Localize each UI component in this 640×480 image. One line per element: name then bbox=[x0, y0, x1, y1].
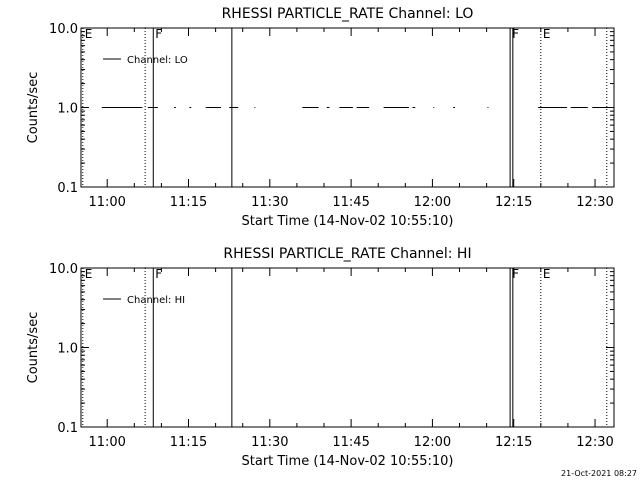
event-marker-label: E bbox=[85, 267, 93, 281]
x-tick-label: 11:45 bbox=[332, 435, 369, 450]
event-marker-label: F bbox=[155, 27, 162, 41]
legend-entry: Channel: HI bbox=[127, 295, 185, 306]
x-tick-label: 12:00 bbox=[414, 195, 451, 210]
x-tick-label: 12:30 bbox=[576, 195, 613, 210]
x-tick-label: 11:30 bbox=[251, 435, 288, 450]
plot-area-frame bbox=[80, 267, 615, 428]
x-tick-label: 11:00 bbox=[88, 195, 125, 210]
event-marker-label: E bbox=[543, 27, 551, 41]
x-tick-label: 12:00 bbox=[414, 435, 451, 450]
event-marker-label: F bbox=[512, 267, 519, 281]
x-tick-label: 11:15 bbox=[170, 195, 207, 210]
chart-title: RHESSI PARTICLE_RATE Channel: LO bbox=[222, 6, 474, 22]
y-tick-label: 0.1 bbox=[57, 181, 78, 196]
y-axis-label: Counts/sec bbox=[26, 72, 41, 144]
y-tick-label: 1.0 bbox=[57, 102, 78, 117]
y-tick-label: 0.1 bbox=[57, 421, 78, 436]
x-axis-label: Start Time (14-Nov-02 10:55:10) bbox=[242, 454, 454, 469]
x-tick-label: 12:15 bbox=[495, 435, 532, 450]
chart-title: RHESSI PARTICLE_RATE Channel: HI bbox=[223, 246, 471, 262]
legend-entry: Channel: LO bbox=[127, 55, 188, 66]
generation-timestamp: 21-Oct-2021 08:27 bbox=[561, 469, 637, 478]
x-axis-label: Start Time (14-Nov-02 10:55:10) bbox=[242, 214, 454, 229]
event-marker-label: F bbox=[155, 267, 162, 281]
y-tick-label: 10.0 bbox=[49, 22, 78, 37]
x-tick-label: 12:30 bbox=[576, 435, 613, 450]
x-tick-label: 11:45 bbox=[332, 195, 369, 210]
chart-panel-hi: RHESSI PARTICLE_RATE Channel: HI 0.1 1.0 10… bbox=[26, 246, 615, 469]
event-marker-label: E bbox=[85, 27, 93, 41]
chart-panel-lo: RHESSI PARTICLE_RATE Channel: LO 0.1 1.0 10… bbox=[26, 6, 615, 229]
x-tick-label: 11:15 bbox=[170, 435, 207, 450]
y-tick-label: 10.0 bbox=[49, 262, 78, 277]
x-tick-label: 12:15 bbox=[495, 195, 532, 210]
y-tick-label: 1.0 bbox=[57, 342, 78, 357]
x-tick-label: 11:00 bbox=[88, 435, 125, 450]
event-marker-label: F bbox=[512, 27, 519, 41]
y-axis-label: Counts/sec bbox=[26, 312, 41, 384]
event-marker-label: E bbox=[543, 267, 551, 281]
x-tick-label: 11:30 bbox=[251, 195, 288, 210]
